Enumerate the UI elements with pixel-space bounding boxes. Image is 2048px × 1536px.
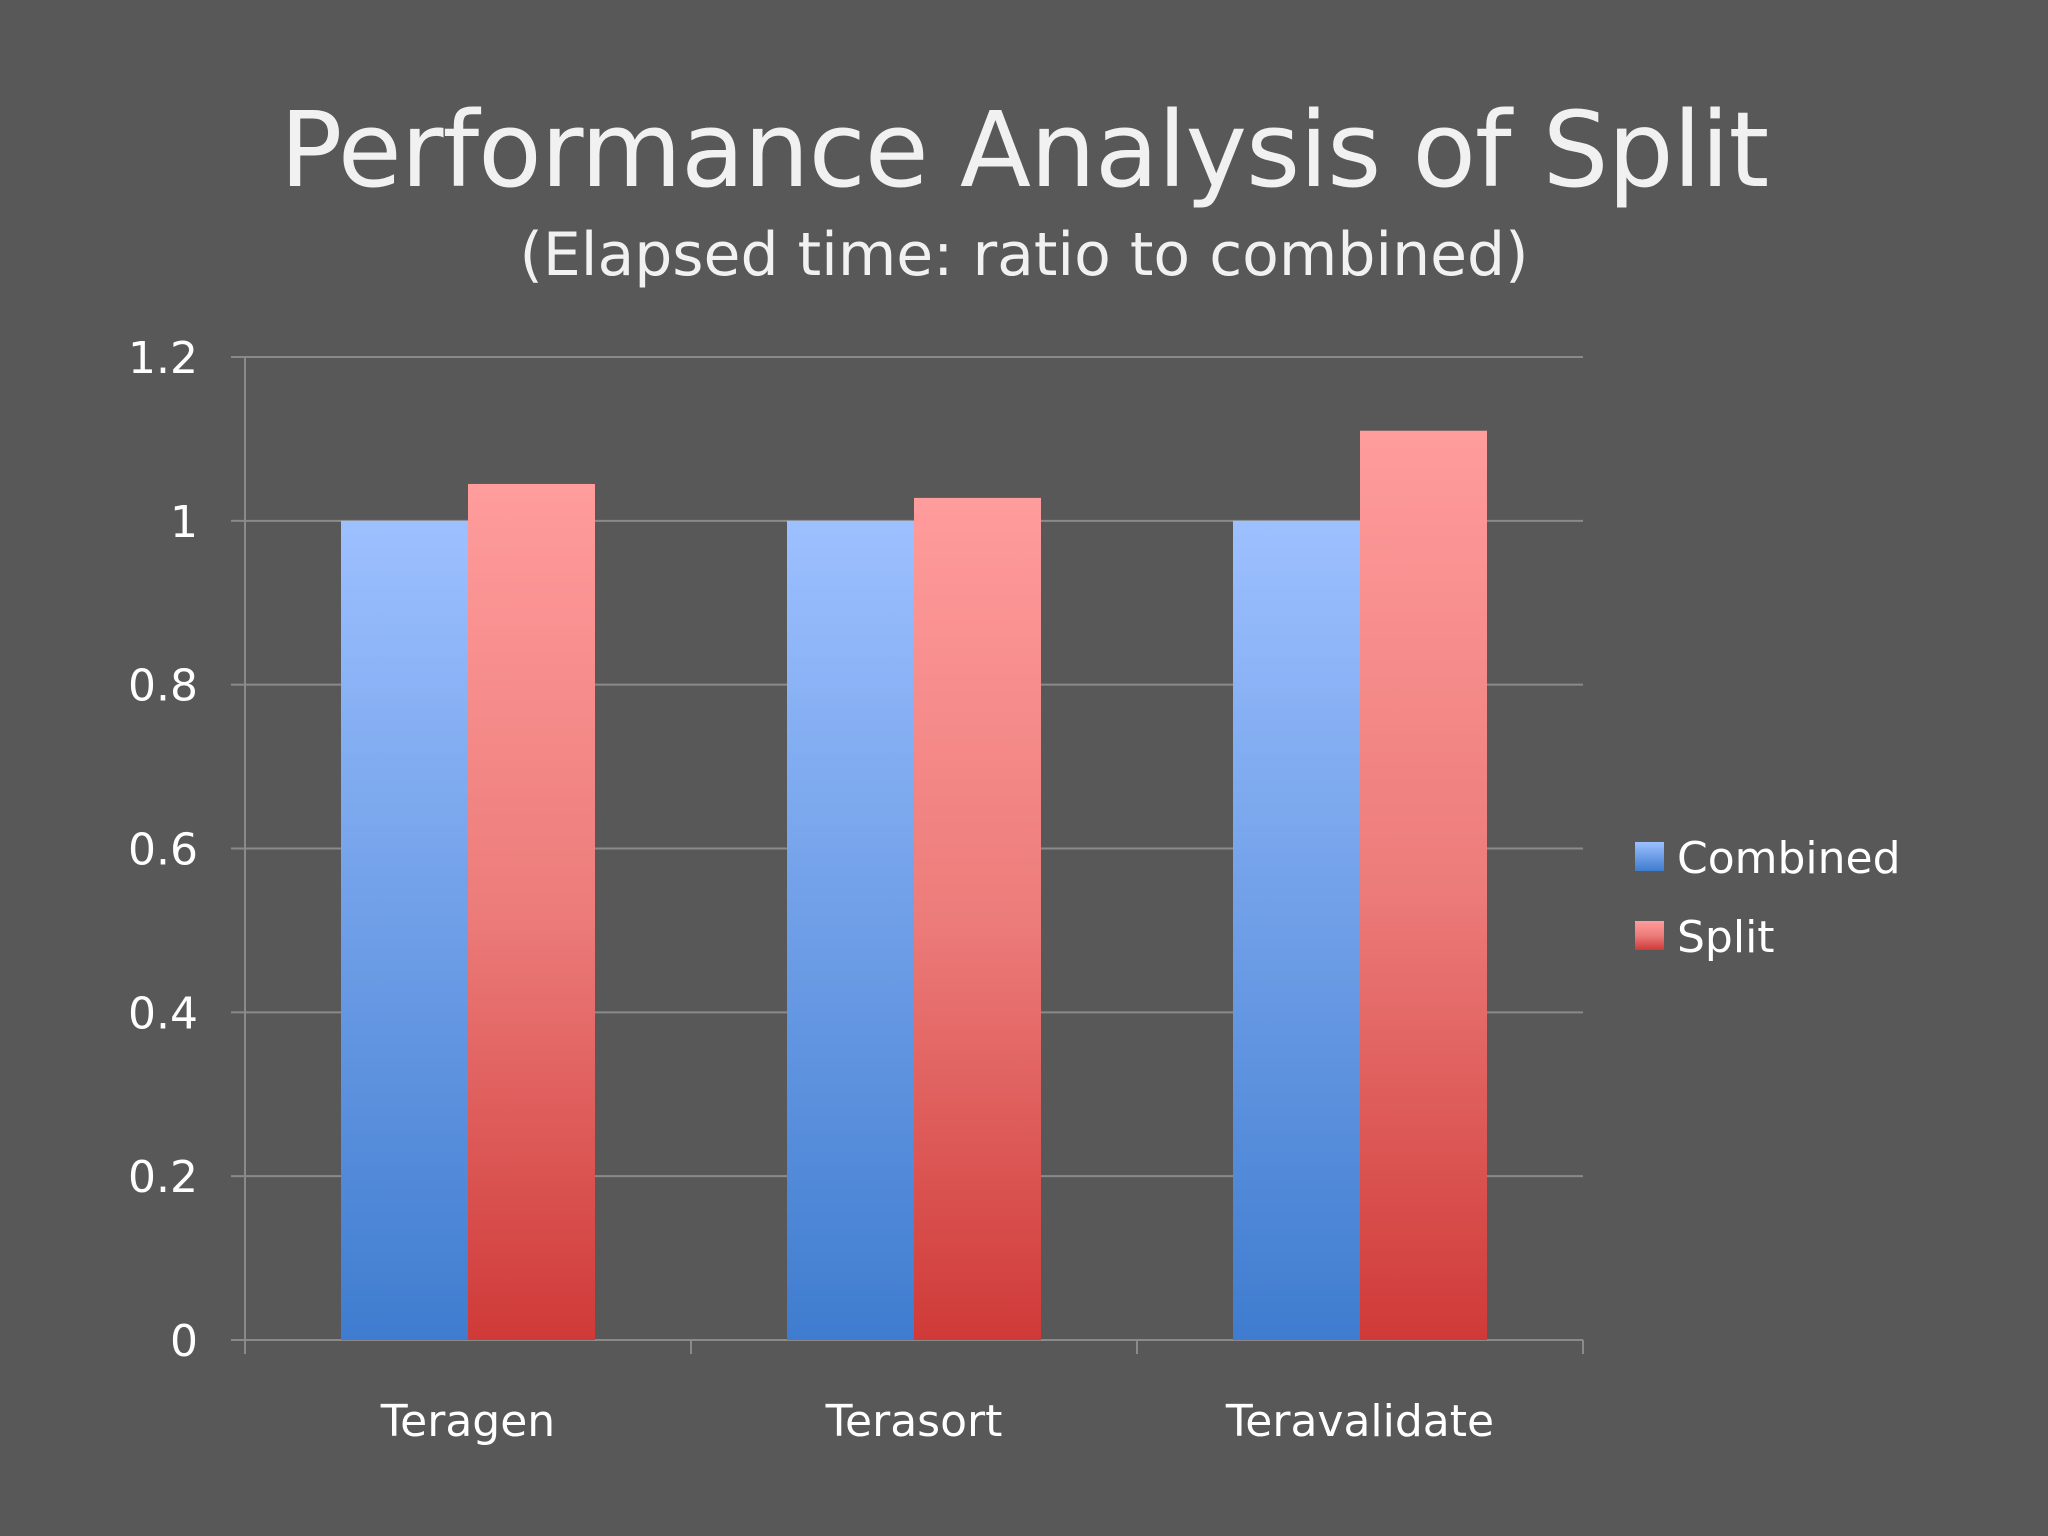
bar-combined-teravalidate [1233,520,1360,1340]
legend-label-split: Split [1677,912,1775,963]
slide-subtitle: (Elapsed time: ratio to combined) [519,220,1529,290]
slide-title: Performance Analysis of Split [279,89,1770,211]
y-tick-label: 0.4 [128,988,198,1039]
legend: Combined Split [1635,833,1901,963]
x-tick-label: Terasort [825,1396,1003,1447]
axis-labels: 0 0.2 0.4 0.6 0.8 1 1.2 Teragen Terasort Teravali… [128,333,1494,1447]
x-tick-label: Teravalidate [1225,1396,1494,1447]
bars [341,430,1487,1341]
legend-swatch-combined [1635,842,1664,871]
y-tick-label: 0.6 [128,825,198,876]
y-tick-label: 0.2 [128,1152,198,1203]
bar-combined-teragen [341,520,468,1340]
bar-split-teravalidate [1360,430,1487,1341]
x-tick-label: Teragen [380,1396,555,1447]
y-tick-label: 1 [170,497,198,548]
bar-split-terasort [914,497,1041,1340]
legend-label-combined: Combined [1677,833,1901,884]
bar-combined-terasort [787,520,914,1340]
y-tick-label: 0 [170,1316,198,1367]
y-tick-label: 0.8 [128,661,198,712]
bar-split-teragen [468,483,595,1340]
legend-swatch-split [1635,921,1664,950]
y-tick-label: 1.2 [128,333,198,384]
